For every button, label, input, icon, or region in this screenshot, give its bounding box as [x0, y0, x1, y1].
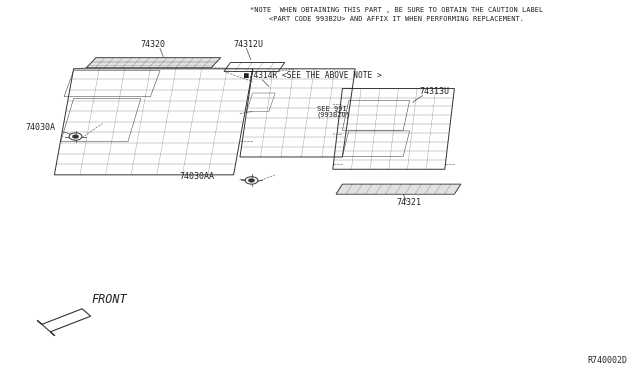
Text: ■74314R <SEE THE ABOVE NOTE >: ■74314R <SEE THE ABOVE NOTE > [244, 71, 382, 80]
Text: 74320: 74320 [141, 39, 166, 48]
Circle shape [72, 135, 79, 138]
Text: <PART CODE 993B2U> AND AFFIX IT WHEN PERFORMING REPLACEMENT.: <PART CODE 993B2U> AND AFFIX IT WHEN PER… [269, 16, 524, 22]
Text: FRONT: FRONT [92, 293, 127, 306]
Text: 74030AA: 74030AA [179, 171, 214, 180]
Text: 74030A: 74030A [26, 123, 56, 132]
Text: (993B2U): (993B2U) [317, 112, 351, 118]
Text: SEE 99I: SEE 99I [317, 106, 346, 112]
Text: R740002D: R740002D [588, 356, 627, 365]
Circle shape [245, 177, 258, 184]
Polygon shape [37, 309, 91, 336]
Circle shape [248, 179, 255, 182]
Text: 74312U: 74312U [234, 39, 264, 48]
Circle shape [69, 133, 82, 140]
Text: 74313U: 74313U [419, 87, 449, 96]
Text: *NOTE  WHEN OBTAINING THIS PART , BE SURE TO OBTAIN THE CAUTION LABEL: *NOTE WHEN OBTAINING THIS PART , BE SURE… [250, 7, 543, 13]
Text: 74321: 74321 [397, 198, 422, 207]
